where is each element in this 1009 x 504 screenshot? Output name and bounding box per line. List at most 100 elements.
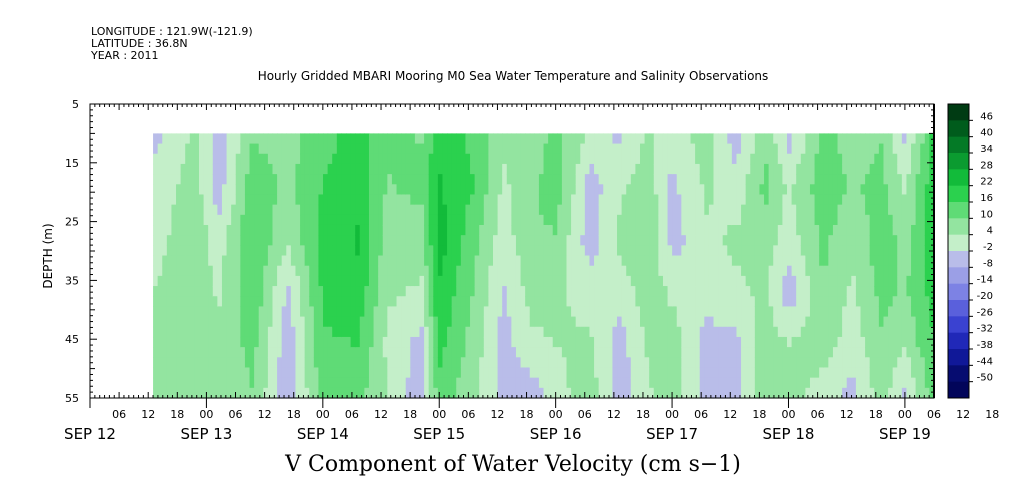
heatmap-cell	[511, 255, 517, 267]
heatmap-cell	[350, 194, 356, 206]
heatmap-cell	[483, 296, 489, 308]
heatmap-cell	[497, 387, 503, 399]
heatmap-cell	[470, 275, 476, 287]
heatmap-cell	[497, 163, 503, 175]
heatmap-cell	[176, 275, 182, 287]
heatmap-cell	[722, 367, 728, 379]
heatmap-cell	[575, 255, 581, 267]
heatmap-cell	[708, 143, 715, 155]
heatmap-cell	[382, 275, 388, 287]
heatmap-cell	[814, 163, 820, 175]
heatmap-cell	[456, 367, 462, 379]
heatmap-cell	[235, 224, 241, 236]
heatmap-cell	[865, 275, 871, 287]
heatmap-cell	[171, 275, 177, 287]
heatmap-cell	[699, 214, 705, 226]
heatmap-cell	[617, 143, 623, 155]
heatmap-cell	[267, 347, 274, 358]
heatmap-cell	[823, 357, 829, 369]
heatmap-cell	[341, 214, 347, 226]
heatmap-cell	[267, 245, 274, 257]
heatmap-cell	[869, 275, 875, 287]
heatmap-cell	[915, 296, 921, 308]
colorbar-swatch	[948, 104, 969, 121]
heatmap-cell	[249, 174, 255, 185]
heatmap-cell	[378, 194, 384, 206]
heatmap-cell	[745, 255, 751, 267]
heatmap-cell	[580, 316, 586, 328]
heatmap-cell	[254, 387, 260, 399]
heatmap-cell	[217, 265, 223, 277]
heatmap-cell	[708, 174, 715, 185]
heatmap-cell	[708, 163, 715, 175]
heatmap-cell	[571, 326, 577, 338]
heatmap-cell	[819, 275, 825, 287]
heatmap-cell	[906, 265, 912, 277]
heatmap-cell	[346, 357, 352, 369]
heatmap-cell	[667, 133, 673, 145]
heatmap-cell	[603, 367, 609, 379]
heatmap-cell	[249, 133, 255, 145]
heatmap-cell	[603, 194, 609, 206]
heatmap-cell	[378, 184, 384, 196]
heatmap-cell	[203, 245, 209, 257]
heatmap-cell	[538, 214, 545, 226]
heatmap-cell	[892, 255, 898, 267]
heatmap-cell	[865, 204, 871, 216]
heatmap-cell	[773, 133, 779, 145]
heatmap-cell	[741, 235, 747, 246]
heatmap-cell	[557, 306, 563, 318]
heatmap-cell	[318, 275, 324, 287]
heatmap-cell	[745, 133, 751, 145]
heatmap-cell	[511, 214, 517, 226]
chart-title: Hourly Gridded MBARI Mooring M0 Sea Wate…	[257, 69, 769, 83]
heatmap-cell	[731, 387, 738, 399]
heatmap-cell	[414, 316, 421, 328]
x-hour-label: 06	[578, 408, 592, 421]
heatmap-cell	[323, 245, 329, 257]
heatmap-cell	[662, 214, 669, 226]
heatmap-cell	[846, 163, 852, 175]
heatmap-cell	[479, 163, 485, 175]
heatmap-cell	[442, 133, 448, 145]
heatmap-cell	[685, 316, 692, 328]
heatmap-cell	[295, 163, 301, 175]
heatmap-cell	[157, 153, 163, 165]
heatmap-cell	[286, 224, 292, 236]
heatmap-cell	[515, 214, 522, 226]
heatmap-cell	[520, 296, 526, 308]
colorbar-label: -8	[983, 258, 993, 269]
heatmap-cell	[819, 306, 825, 318]
heatmap-cell	[580, 286, 586, 297]
heatmap-cell	[199, 133, 205, 145]
heatmap-cell	[759, 377, 765, 389]
heatmap-cell	[626, 326, 632, 338]
heatmap-cell	[456, 143, 462, 155]
heatmap-cell	[318, 296, 324, 308]
heatmap-cell	[341, 133, 347, 145]
heatmap-cell	[630, 387, 636, 399]
heatmap-cell	[493, 286, 499, 297]
heatmap-cell	[727, 194, 733, 206]
heatmap-cell	[557, 265, 563, 277]
heatmap-cell	[832, 174, 839, 185]
heatmap-cell	[649, 143, 655, 155]
heatmap-cell	[428, 357, 434, 369]
heatmap-cell	[336, 204, 342, 216]
heatmap-cell	[456, 275, 462, 287]
heatmap-cell	[428, 174, 434, 185]
heatmap-cell	[901, 174, 908, 185]
heatmap-cell	[419, 245, 425, 257]
heatmap-cell	[263, 377, 269, 389]
heatmap-cell	[823, 387, 829, 399]
heatmap-cell	[442, 204, 448, 216]
heatmap-cell	[488, 326, 494, 338]
heatmap-cell	[782, 326, 788, 338]
heatmap-cell	[901, 286, 908, 297]
heatmap-cell	[424, 347, 430, 358]
heatmap-cell	[336, 336, 342, 348]
heatmap-cell	[543, 275, 549, 287]
heatmap-cell	[300, 316, 306, 328]
heatmap-cell	[727, 235, 733, 246]
heatmap-cell	[580, 357, 586, 369]
